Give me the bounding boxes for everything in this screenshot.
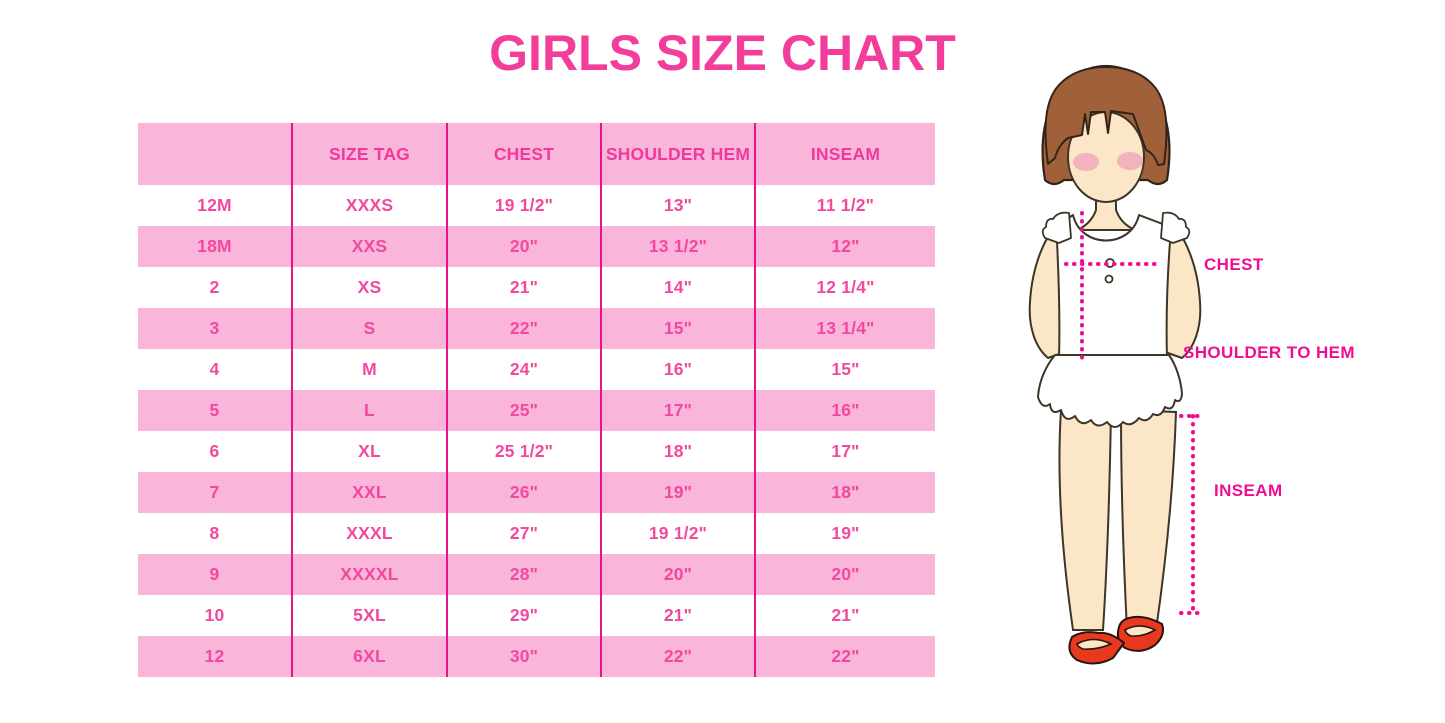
inseam-label: INSEAM — [1214, 481, 1283, 500]
table-cell: 18" — [754, 472, 935, 513]
table-row: 12M XXXS 19 1/2" 13" 11 1/2" — [138, 185, 935, 226]
table-row: 4 M 24" 16" 15" — [138, 349, 935, 390]
table-cell: XXXXL — [291, 554, 447, 595]
table-cell: 20" — [600, 554, 755, 595]
table-cell: 13 1/4" — [754, 308, 935, 349]
table-cell: 7 — [138, 472, 292, 513]
table-cell: 22" — [446, 308, 601, 349]
girl-top — [1056, 214, 1171, 361]
table-row: 5 L 25" 17" 16" — [138, 390, 935, 431]
girl-leg-left — [1058, 409, 1113, 631]
table-cell: 4 — [138, 349, 292, 390]
table-cell: 28" — [446, 554, 601, 595]
table-cell: 18" — [600, 431, 755, 472]
table-row: 18M XXS 20" 13 1/2" 12" — [138, 226, 935, 267]
table-cell: S — [291, 308, 447, 349]
table-row: 7 XXL 26" 19" 18" — [138, 472, 935, 513]
table-cell: 16" — [600, 349, 755, 390]
table-cell: 26" — [446, 472, 601, 513]
table-cell: 3 — [138, 308, 292, 349]
girl-cheek-right — [1117, 152, 1143, 170]
table-cell: 19 1/2" — [446, 185, 601, 226]
table-cell: 10 — [138, 595, 292, 636]
table-cell: 8 — [138, 513, 292, 554]
table-cell: 25 1/2" — [446, 431, 601, 472]
table-cell: XL — [291, 431, 447, 472]
table-cell: 29" — [446, 595, 601, 636]
table-row: 10 5XL 29" 21" 21" — [138, 595, 935, 636]
table-cell: 19" — [600, 472, 755, 513]
table-row: 3 S 22" 15" 13 1/4" — [138, 308, 935, 349]
table-cell: 19 1/2" — [600, 513, 755, 554]
size-chart-table: SIZE TAG CHEST SHOULDER HEM INSEAM 12M XX… — [138, 123, 935, 677]
table-cell: 2 — [138, 267, 292, 308]
girl-hair-fringe — [1044, 66, 1168, 166]
chest-label: CHEST — [1204, 255, 1264, 274]
girl-shoe-right-strap — [1124, 625, 1157, 637]
column-header-size-tag: SIZE TAG — [291, 123, 447, 185]
table-cell: 15" — [754, 349, 935, 390]
table-cell: 20" — [446, 226, 601, 267]
column-header-inseam: INSEAM — [754, 123, 935, 185]
table-cell: 16" — [754, 390, 935, 431]
girl-top-button-2 — [1104, 274, 1114, 284]
table-cell: 18M — [138, 226, 292, 267]
table-cell: 12 — [138, 636, 292, 677]
table-cell: 20" — [754, 554, 935, 595]
measurement-figure: CHEST SHOULDER TO HEM INSEAM — [1015, 52, 1445, 712]
table-row: 2 XS 21" 14" 12 1/4" — [138, 267, 935, 308]
table-cell: 30" — [446, 636, 601, 677]
table-row: 9 XXXXL 28" 20" 20" — [138, 554, 935, 595]
table-cell: 17" — [600, 390, 755, 431]
column-header-size — [138, 123, 292, 185]
table-cell: 22" — [754, 636, 935, 677]
table-cell: 12M — [138, 185, 292, 226]
column-header-shoulder-hem: SHOULDER HEM — [600, 123, 755, 185]
table-cell: 6 — [138, 431, 292, 472]
table-cell: 12" — [754, 226, 935, 267]
table-cell: 11 1/2" — [754, 185, 935, 226]
table-cell: XXXS — [291, 185, 447, 226]
table-cell: XXL — [291, 472, 447, 513]
table-cell: L — [291, 390, 447, 431]
girl-skirt — [1037, 354, 1183, 428]
table-cell: 21" — [754, 595, 935, 636]
table-cell: 21" — [600, 595, 755, 636]
table-cell: XXS — [291, 226, 447, 267]
page-title: GIRLS SIZE CHART — [489, 25, 956, 81]
table-cell: 25" — [446, 390, 601, 431]
shoulder-to-hem-label: SHOULDER TO HEM — [1183, 343, 1355, 362]
size-chart-body: 12M XXXS 19 1/2" 13" 11 1/2" 18M XXS 20" 13 1/2"… — [138, 185, 935, 677]
table-cell: 21" — [446, 267, 601, 308]
girl-illustration — [1028, 64, 1206, 665]
table-row: 8 XXXL 27" 19 1/2" 19" — [138, 513, 935, 554]
girl-top-frill-right — [1160, 211, 1191, 244]
table-cell: XS — [291, 267, 447, 308]
table-cell: 6XL — [291, 636, 447, 677]
girl-top-frill-left — [1041, 211, 1072, 244]
table-cell: M — [291, 349, 447, 390]
table-cell: 13" — [600, 185, 755, 226]
girl-leg-right — [1119, 408, 1178, 631]
girl-cheek-left — [1073, 153, 1099, 171]
table-cell: 5XL — [291, 595, 447, 636]
table-cell: 27" — [446, 513, 601, 554]
table-cell: 14" — [600, 267, 755, 308]
table-cell: 13 1/2" — [600, 226, 755, 267]
table-cell: 17" — [754, 431, 935, 472]
table-cell: 5 — [138, 390, 292, 431]
table-cell: 15" — [600, 308, 755, 349]
girl-shoe-left-strap — [1076, 638, 1113, 650]
table-cell: XXXL — [291, 513, 447, 554]
table-cell: 22" — [600, 636, 755, 677]
table-row: 6 XL 25 1/2" 18" 17" — [138, 431, 935, 472]
column-header-chest: CHEST — [446, 123, 601, 185]
table-cell: 19" — [754, 513, 935, 554]
table-cell: 9 — [138, 554, 292, 595]
table-header-row: SIZE TAG CHEST SHOULDER HEM INSEAM — [138, 123, 935, 185]
table-cell: 12 1/4" — [754, 267, 935, 308]
table-cell: 24" — [446, 349, 601, 390]
table-row: 12 6XL 30" 22" 22" — [138, 636, 935, 677]
